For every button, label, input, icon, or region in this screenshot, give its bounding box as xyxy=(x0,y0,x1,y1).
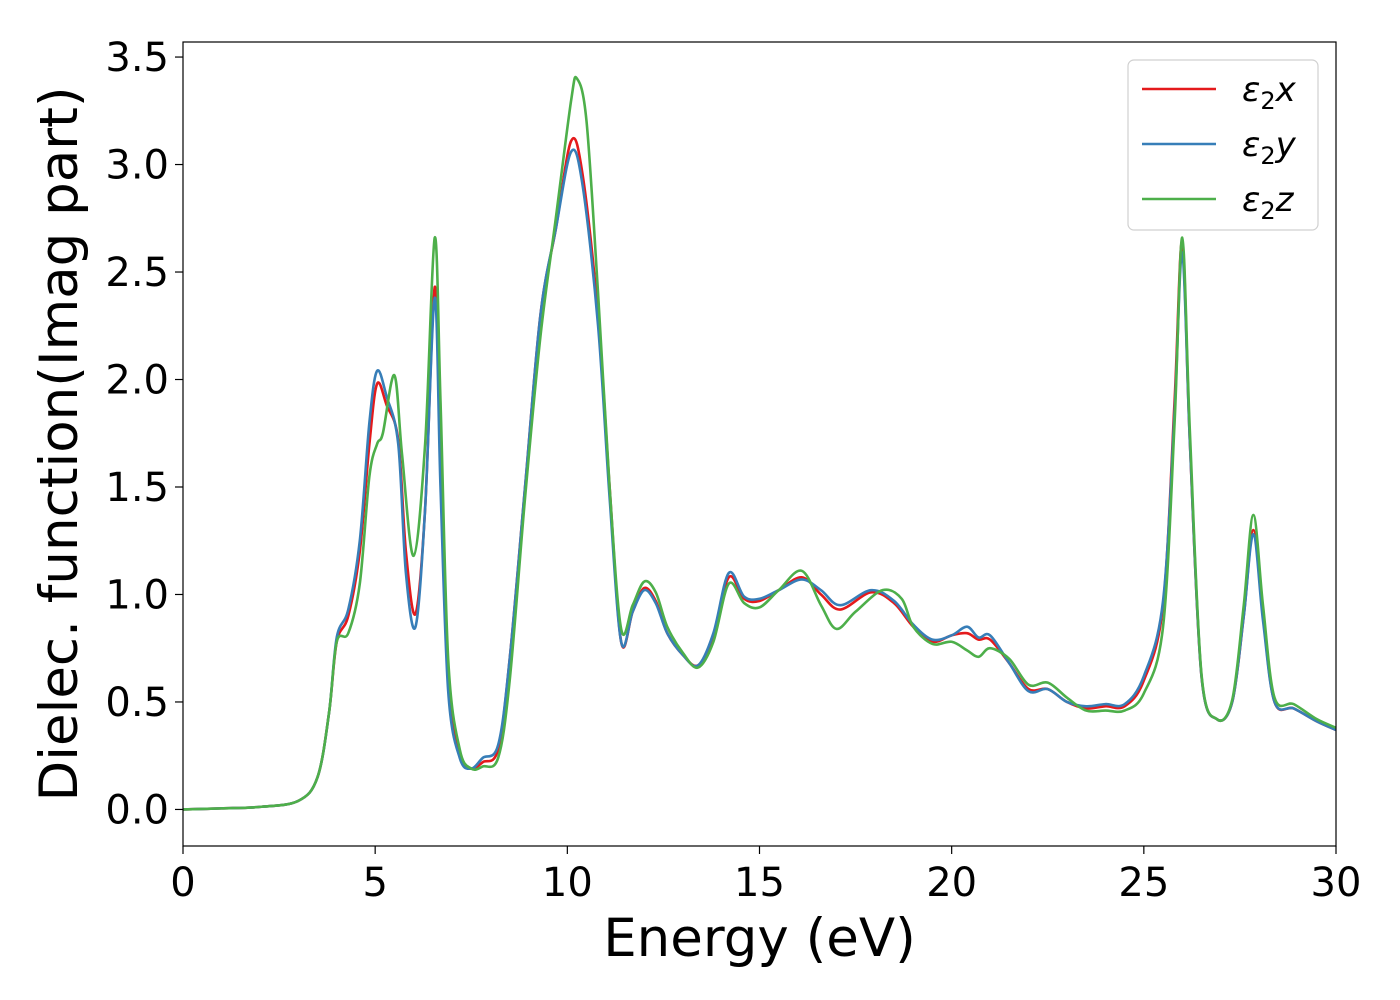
series-line-x xyxy=(183,137,1336,811)
y-tick-label: 2.5 xyxy=(105,250,169,296)
y-tick-label: 3.0 xyxy=(105,143,169,189)
legend-label-x: ε2x xyxy=(1242,70,1297,115)
series-lines xyxy=(183,75,1336,811)
x-axis-label: Energy (eV) xyxy=(603,908,916,969)
x-axis-ticks: 0 5 10 15 20 25 30 xyxy=(170,846,1361,906)
x-tick-label: 10 xyxy=(542,860,593,906)
y-tick-label: 1.0 xyxy=(105,572,169,618)
x-tick-label: 20 xyxy=(926,860,977,906)
y-tick-label: 3.5 xyxy=(105,35,169,81)
x-tick-label: 15 xyxy=(734,860,785,906)
y-tick-label: 1.5 xyxy=(105,465,169,511)
y-tick-label: 2.0 xyxy=(105,358,169,404)
x-tick-label: 30 xyxy=(1311,860,1362,906)
x-tick-label: 5 xyxy=(362,860,387,906)
y-tick-label: 0.0 xyxy=(105,787,169,833)
x-tick-label: 25 xyxy=(1118,860,1169,906)
legend: ε2x ε2y ε2z xyxy=(1127,59,1319,231)
series-line-y xyxy=(183,148,1336,811)
y-axis-label: Dielec. function(Imag part) xyxy=(29,86,90,801)
legend-box xyxy=(1127,59,1319,231)
y-axis-ticks: 0.0 0.5 1.0 1.5 2.0 2.5 3.0 3.5 xyxy=(105,35,183,833)
series-line-z xyxy=(183,75,1336,811)
y-tick-label: 0.5 xyxy=(105,680,169,726)
x-tick-label: 0 xyxy=(170,860,195,906)
legend-label-y: ε2y xyxy=(1242,125,1297,170)
legend-label-z: ε2z xyxy=(1242,180,1295,225)
